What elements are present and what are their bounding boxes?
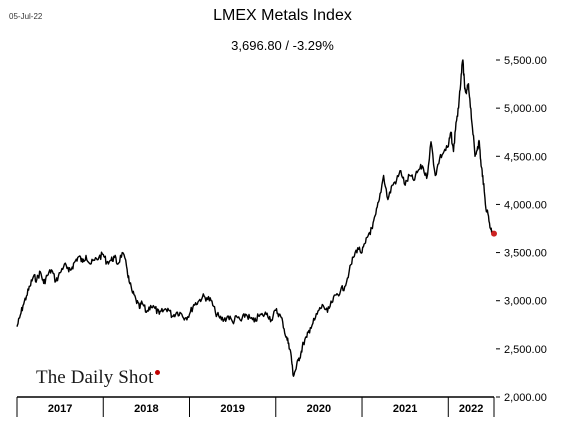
y-tick-label: 2,000.00 xyxy=(504,392,547,404)
x-tick-label: 2019 xyxy=(220,403,244,415)
y-tick-label: 2,500.00 xyxy=(504,344,547,356)
x-axis: 2017 2018 2019 2020 2021 2022 xyxy=(16,396,495,417)
x-tick-label: 2018 xyxy=(134,403,158,415)
logo-dot-icon xyxy=(154,370,160,375)
x-tick-label: 2021 xyxy=(393,403,417,415)
the-daily-shot-logo: The Daily Shot xyxy=(36,367,160,389)
y-tick-label: 3,500.00 xyxy=(504,248,547,260)
y-tick-label: 5,000.00 xyxy=(504,103,547,115)
y-tick-label: 5,500.00 xyxy=(504,55,547,67)
chart-title: LMEX Metals Index xyxy=(213,7,352,24)
y-axis: 2,000.00 2,500.00 3,000.00 3,500.00 4,000.00… xyxy=(496,55,547,404)
logo-text: The Daily Shot xyxy=(36,367,154,388)
y-tick-label: 4,500.00 xyxy=(504,151,547,163)
series-line xyxy=(16,59,495,377)
x-tick-label: 2022 xyxy=(459,403,483,415)
x-tick-label: 2017 xyxy=(48,403,72,415)
x-tick-label: 2020 xyxy=(307,403,331,415)
chart-subtitle: 3,696.80 / -3.29% xyxy=(231,38,334,53)
y-tick-label: 4,000.00 xyxy=(504,199,547,211)
chart-date: 05-Jul-22 xyxy=(9,12,43,21)
y-tick-label: 3,000.00 xyxy=(504,296,547,308)
last-point-marker xyxy=(491,230,497,237)
